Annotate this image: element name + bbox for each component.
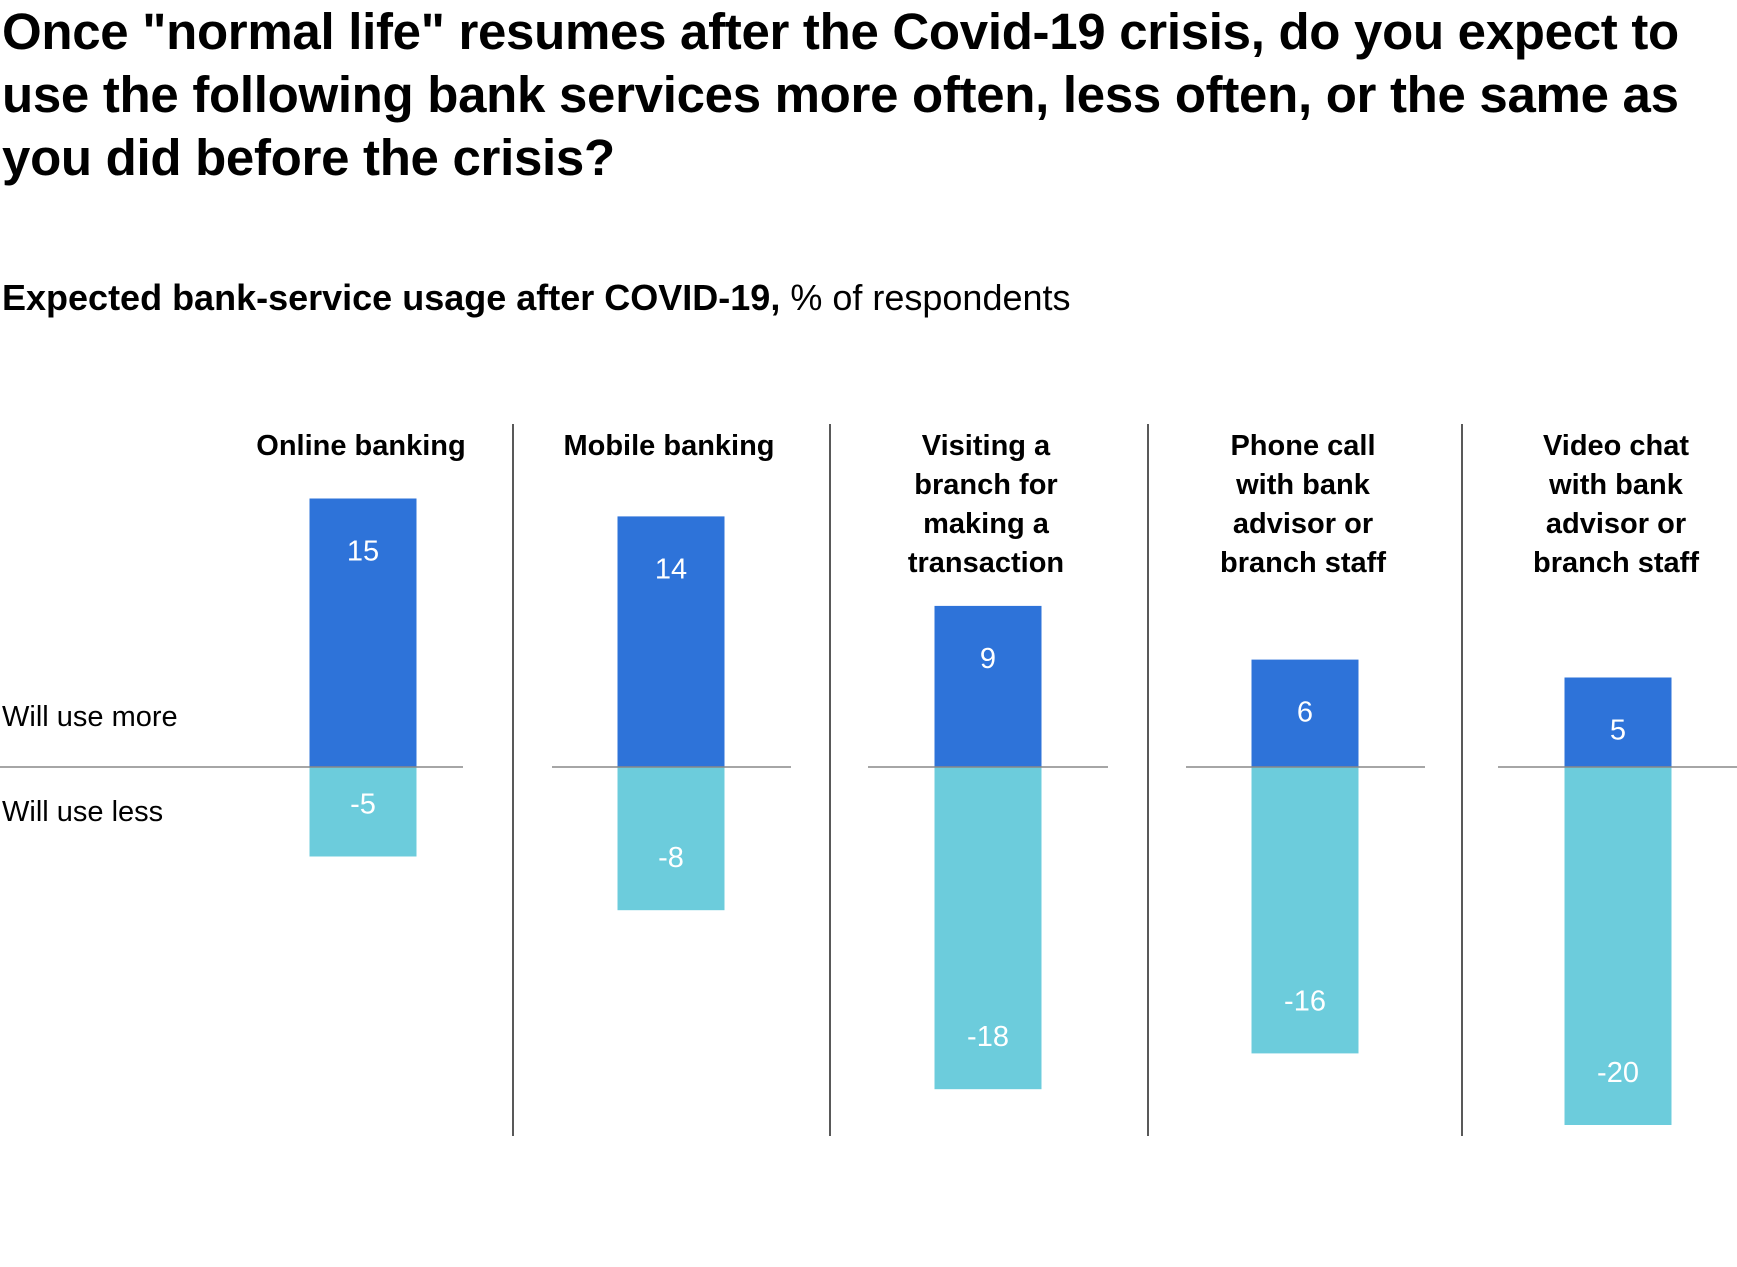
data-label-more: 6 (1297, 697, 1313, 729)
data-label-less: -5 (350, 789, 376, 821)
chart-title: Once "normal life" resumes after the Cov… (2, 3, 1679, 186)
data-label-less: -20 (1597, 1057, 1639, 1089)
category-label: branch for (914, 469, 1057, 501)
row-label-more: Will use more (2, 701, 178, 733)
subtitle-bold: Expected bank-service usage after COVID-… (2, 277, 781, 318)
chart-subtitle: Expected bank-service usage after COVID-… (2, 275, 1071, 321)
bar-will-use-more (309, 498, 417, 767)
category-label: transaction (908, 547, 1064, 579)
bar-will-use-less (1251, 767, 1359, 1054)
data-label-more: 15 (347, 536, 379, 568)
category-label: advisor or (1546, 508, 1686, 540)
data-label-less: -8 (658, 842, 684, 874)
bar-will-use-less (309, 767, 417, 857)
category-label: advisor or (1233, 508, 1373, 540)
bar-will-use-more (1564, 677, 1672, 767)
bar-will-use-less (934, 767, 1042, 1090)
bar-will-use-more (617, 516, 725, 767)
category-label: branch staff (1533, 547, 1699, 579)
bar-will-use-more (934, 605, 1042, 767)
category-label: Mobile banking (563, 430, 774, 462)
data-label-less: -16 (1284, 985, 1326, 1017)
category-label: Visiting a (922, 430, 1051, 462)
bar-will-use-less (617, 767, 725, 911)
category-label: Video chat (1543, 430, 1689, 462)
category-label: branch staff (1220, 547, 1386, 579)
data-label-more: 14 (655, 553, 687, 585)
data-label-more: 9 (980, 643, 996, 675)
category-label: Phone call (1230, 430, 1375, 462)
data-label-less: -18 (967, 1021, 1009, 1053)
category-label: making a (923, 508, 1050, 540)
category-label: Online banking (256, 430, 465, 462)
bar-will-use-more (1251, 659, 1359, 767)
category-label: with bank (1548, 469, 1684, 501)
row-label-less: Will use less (2, 796, 163, 828)
data-label-more: 5 (1610, 715, 1626, 747)
bar-will-use-less (1564, 767, 1672, 1125)
category-label: with bank (1235, 469, 1371, 501)
subtitle-units: % of respondents (780, 277, 1071, 318)
